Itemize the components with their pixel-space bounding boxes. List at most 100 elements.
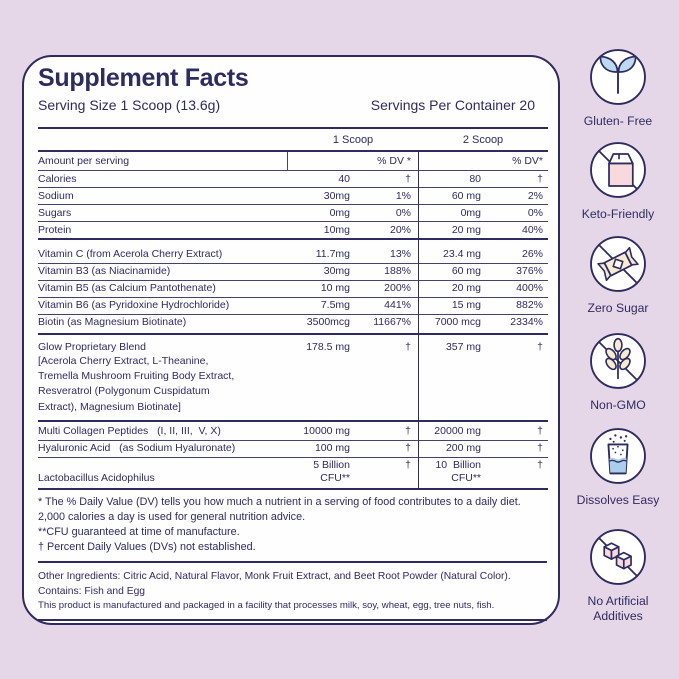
- table-section: Calories 40 † 80 † Sodium 30mg 1% 60 mg …: [38, 171, 548, 240]
- table-row: Vitamin B3 (as Niacinamide) 30mg 188% 60…: [38, 262, 548, 280]
- other-info-line: Other Ingredients: Citric Acid, Natural …: [38, 571, 511, 583]
- dv-2scoop: †: [537, 459, 543, 472]
- amount-2scoop: 60 mg: [418, 263, 494, 280]
- table-row: Calories 40 † 80 †: [38, 171, 548, 187]
- dv-2scoop: 376%: [516, 265, 543, 277]
- badge-label: Dissolves Easy: [576, 493, 660, 507]
- no-sugar-icon: [589, 235, 647, 293]
- amount-1scoop: 0mg: [329, 206, 350, 219]
- amount-2scoop: 20 mg: [418, 280, 494, 297]
- scoop2-header: 2 Scoop: [462, 134, 504, 146]
- badge-label: Non-GMO: [590, 398, 646, 412]
- badge-label: Zero Sugar: [587, 301, 649, 315]
- dv-2scoop: 882%: [516, 299, 543, 311]
- dv-1scoop: †: [405, 425, 411, 438]
- amount-2scoop: 20000 mg: [418, 422, 494, 440]
- nutrient-name: Calories: [38, 172, 77, 185]
- serving-info: Serving Size 1 Scoop (13.6g) Servings Pe…: [38, 97, 547, 127]
- amount-1scoop: 7.5mg: [320, 299, 350, 311]
- dv-2scoop: †: [537, 425, 543, 438]
- amount-1scoop: 5 Billion CFU**: [313, 459, 350, 485]
- badge-no-artificial-additives: No Artificial Additives: [572, 528, 664, 623]
- badge-non-gmo: Non-GMO: [572, 332, 664, 413]
- table-row: Vitamin C (from Acerola Cherry Extract) …: [38, 240, 548, 263]
- dv-1scoop: 188%: [384, 265, 411, 277]
- serving-size-text: Serving Size 1 Scoop (13.6g): [38, 97, 221, 113]
- table-row: Vitamin B5 (as Calcium Pantothenate) 10 …: [38, 279, 548, 297]
- amount-1scoop: 10mg: [323, 223, 350, 236]
- nutrient-name: Biotin (as Magnesium Biotinate): [38, 316, 187, 328]
- other-info-line: Contains: Fish and Egg: [38, 585, 146, 597]
- nutrient-name: Vitamin C (from Acerola Cherry Extract): [38, 248, 223, 260]
- amount-1scoop: 178.5 mg: [306, 340, 350, 353]
- table-row: Sodium 30mg 1% 60 mg 2%: [38, 187, 548, 204]
- nutrient-name: Vitamin B6 (as Pyridoxine Hydrochloride): [38, 299, 230, 311]
- supplement-facts-panel: Supplement Facts Serving Size 1 Scoop (1…: [22, 55, 560, 625]
- table-row: Vitamin B6 (as Pyridoxine Hydrochloride)…: [38, 296, 548, 314]
- dv-2scoop: †: [537, 442, 543, 455]
- badge-label: Gluten- Free: [583, 114, 653, 128]
- dv2-header: % DV*: [512, 154, 543, 167]
- dv1-header: % DV *: [377, 154, 411, 167]
- amount-1scoop: 30mg: [323, 265, 350, 277]
- badge-label: Keto-Friendly: [581, 207, 655, 221]
- amount-2scoop: 23.4 mg: [418, 240, 494, 263]
- nutrient-name: Lactobacillus Acidophilus: [38, 472, 155, 485]
- blend-ingredient-line: [Acerola Cherry Extract, L-Theanine,: [38, 354, 209, 367]
- amount-2scoop: 60 mg: [418, 188, 494, 204]
- nutrient-name: Hyaluronic Acid (as Sodium Hyaluronate): [38, 442, 236, 455]
- facts-table: 1 Scoop 2 Scoop Amount per serving % DV …: [38, 127, 548, 491]
- badge-gluten-free: Gluten- Free: [572, 48, 664, 129]
- blend-ingredient-line: Extract), Magnesium Biotinate]: [38, 400, 181, 413]
- footnotes: * The % Daily Value (DV) tells you how m…: [38, 490, 547, 564]
- dv-2scoop: †: [537, 340, 543, 353]
- amount-2scoop-spacer: [418, 152, 494, 170]
- amount-2scoop: 200 mg: [418, 440, 494, 457]
- table-section: Multi Collagen Peptides (I, II, III, V, …: [38, 422, 548, 491]
- no-additives-icon: [589, 528, 647, 586]
- panel-title: Supplement Facts: [38, 64, 249, 92]
- amount-per-serving-label: Amount per serving: [38, 152, 288, 170]
- amount-2scoop: 357 mg: [418, 334, 494, 421]
- sprout-icon: [589, 48, 647, 106]
- dv-1scoop: 441%: [384, 299, 411, 311]
- table-sections: Calories 40 † 80 † Sodium 30mg 1% 60 mg …: [38, 171, 548, 491]
- table-row: Glow Proprietary Blend [Acerola Cherry Ex…: [38, 334, 548, 421]
- no-wheat-icon: [589, 332, 647, 390]
- nutrient-name: Vitamin B3 (as Niacinamide): [38, 265, 171, 277]
- dv-1scoop: 1%: [395, 189, 411, 202]
- nutrient-name: Vitamin B5 (as Calcium Pantothenate): [38, 282, 216, 294]
- blend-ingredient-line: Resveratrol (Polygonum Cuspidatum: [38, 385, 210, 398]
- servings-per-container-text: Servings Per Container 20: [370, 97, 535, 113]
- amount-1scoop: 40: [338, 172, 350, 185]
- amount-1scoop-spacer: [288, 152, 360, 170]
- nutrient-name: Sugars: [38, 206, 72, 219]
- amount-1scoop: 100 mg: [314, 442, 350, 455]
- dv-1scoop: †: [405, 459, 411, 472]
- dv-2scoop: †: [537, 172, 543, 185]
- dv-1scoop: 0%: [395, 206, 411, 219]
- footnote-line: **CFU guaranteed at time of manufacture.: [38, 526, 240, 539]
- dv-1scoop: †: [405, 172, 411, 185]
- footnote-line: † Percent Daily Values (DVs) not establi…: [38, 541, 256, 554]
- table-row: Lactobacillus Acidophilus 5 Billion CFU*…: [38, 456, 548, 489]
- scoop1-header: 1 Scoop: [332, 134, 374, 146]
- no-dairy-icon: [589, 141, 647, 199]
- dv-2scoop: 0%: [527, 206, 543, 219]
- amount-2scoop: 7000 mcg: [418, 314, 494, 333]
- dv-2scoop: 2%: [527, 189, 543, 202]
- amount-1scoop: 3500mcg: [306, 316, 350, 328]
- amount-2scoop: 20 mg: [418, 222, 494, 238]
- badge-zero-sugar: Zero Sugar: [572, 235, 664, 316]
- dv-1scoop: 20%: [389, 223, 411, 236]
- dv-1scoop: 11667%: [373, 316, 411, 328]
- dv-1scoop: 13%: [389, 248, 411, 260]
- amount-header-row: Amount per serving % DV * % DV*: [38, 150, 548, 171]
- dv-2scoop: 26%: [521, 248, 543, 260]
- nutrient-name: Sodium: [38, 189, 74, 202]
- table-section: Vitamin C (from Acerola Cherry Extract) …: [38, 240, 548, 335]
- other-ingredients-block: Other Ingredients: Citric Acid, Natural …: [38, 563, 547, 622]
- amount-1scoop: 11.7mg: [315, 248, 350, 260]
- amount-2scoop: 15 mg: [418, 297, 494, 314]
